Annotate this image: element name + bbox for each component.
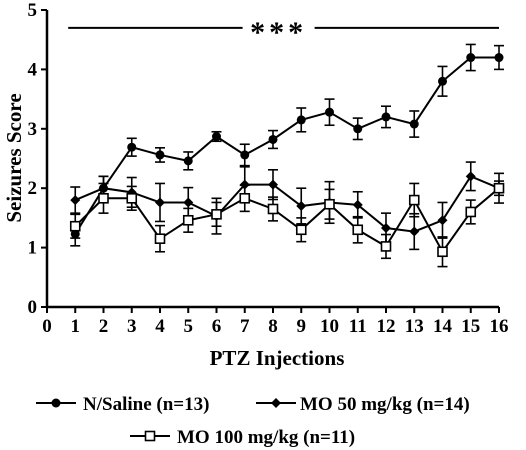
x-tick-label: 15	[461, 316, 480, 337]
x-tick-label: 9	[297, 316, 307, 337]
legend-marker	[271, 398, 281, 408]
x-tick-label: 6	[212, 316, 222, 337]
x-tick-label: 1	[71, 316, 81, 337]
data-point	[212, 132, 221, 142]
data-point	[155, 197, 165, 208]
y-tick-label: 5	[28, 0, 38, 21]
data-point	[353, 124, 363, 134]
legend-marker	[51, 398, 61, 408]
data-point	[183, 156, 193, 166]
data-point	[240, 150, 250, 160]
data-point	[239, 192, 251, 204]
significance-stars: ***	[250, 16, 307, 49]
data-point	[268, 179, 278, 190]
legend-label: MO 50 mg/kg (n=14)	[300, 394, 470, 415]
x-axis-title: PTZ Injections	[210, 346, 345, 370]
data-point	[325, 107, 334, 117]
data-point	[466, 53, 476, 63]
significance-annotation: ***	[68, 16, 499, 49]
data-point	[268, 134, 278, 144]
data-point	[127, 142, 137, 152]
data-point	[493, 182, 505, 194]
x-tick-label: 7	[240, 316, 250, 337]
x-tick-label: 5	[184, 316, 194, 337]
data-point	[494, 53, 504, 63]
x-tick-label: 11	[349, 316, 367, 337]
legend-item-0: N/Saline (n=13)	[36, 394, 209, 415]
y-tick-label: 3	[28, 119, 38, 140]
data-point	[267, 203, 279, 215]
data-point	[155, 150, 165, 160]
data-point	[380, 241, 392, 252]
x-tick-label: 13	[405, 316, 424, 337]
data-point	[98, 192, 109, 204]
data-point	[381, 112, 391, 122]
legend: N/Saline (n=13) MO 50 mg/kg (n=14) MO 100 …	[36, 394, 470, 448]
data-point	[381, 222, 391, 233]
y-tick-label: 1	[28, 238, 38, 259]
x-tick-label: 8	[268, 316, 278, 337]
series-line	[74, 187, 500, 254]
series-layer	[69, 43, 505, 268]
series-line	[74, 56, 499, 235]
data-point	[465, 171, 476, 182]
x-tick-label: 0	[42, 316, 52, 337]
y-axis-title: Seizures Score	[2, 93, 26, 222]
data-point	[295, 224, 307, 236]
data-point	[409, 119, 419, 129]
x-tick-label: 2	[99, 316, 109, 337]
series-0	[70, 43, 504, 247]
legend-item-1: MO 50 mg/kg (n=14)	[256, 394, 470, 415]
data-point	[437, 246, 448, 258]
data-point	[352, 224, 364, 236]
x-tick-label: 4	[155, 316, 165, 337]
data-point	[154, 233, 166, 244]
data-point	[438, 76, 447, 86]
x-tick-label: 12	[377, 316, 396, 337]
data-point	[296, 115, 306, 125]
data-point	[69, 220, 81, 232]
y-tick-label: 0	[28, 297, 38, 318]
y-tick-label: 2	[28, 178, 38, 199]
data-point	[211, 209, 222, 220]
data-point	[465, 206, 477, 218]
data-point	[408, 194, 420, 206]
data-point	[70, 195, 81, 206]
series-line	[74, 175, 500, 233]
data-point	[437, 215, 448, 226]
x-tick-label: 14	[433, 316, 453, 337]
legend-item-2: MO 100 mg/kg (n=11)	[130, 427, 355, 448]
data-point	[182, 214, 194, 226]
data-point	[409, 226, 420, 237]
x-tick-label: 10	[320, 316, 339, 337]
data-point	[183, 197, 194, 208]
data-point	[126, 192, 138, 204]
data-point	[296, 201, 307, 212]
legend-label: N/Saline (n=13)	[83, 394, 209, 415]
legend-label: MO 100 mg/kg (n=11)	[177, 427, 355, 448]
x-tick-label: 3	[127, 316, 137, 337]
series-2	[69, 180, 505, 268]
y-tick-label: 4	[28, 59, 38, 80]
data-point	[352, 199, 363, 210]
x-tick-label: 16	[490, 316, 509, 337]
data-point	[324, 198, 335, 210]
legend-marker	[144, 430, 156, 442]
